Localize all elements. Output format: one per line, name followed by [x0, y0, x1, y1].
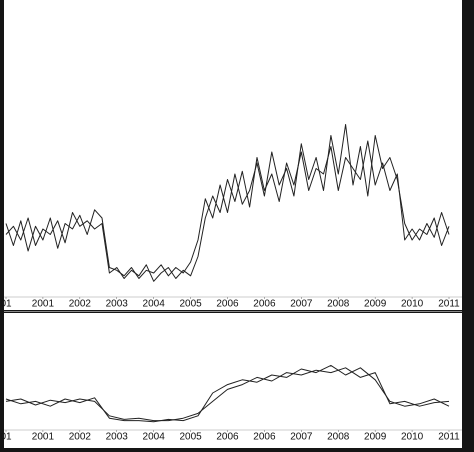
- series-line: [5, 140, 450, 282]
- series-line: [5, 124, 450, 279]
- x-tick-label: 2001: [32, 432, 55, 443]
- x-tick-label: 2001: [32, 299, 55, 310]
- x-tick-label: 2010: [401, 299, 424, 310]
- x-tick-label: 2005: [179, 432, 202, 443]
- x-tick-label: 2004: [143, 432, 166, 443]
- x-tick-label: 2006: [216, 432, 239, 443]
- bottom-panel: [4, 313, 462, 448]
- x-tick-label: 2006: [253, 299, 276, 310]
- x-tick-label: 2006: [216, 299, 239, 310]
- x-tick-label: 2005: [179, 299, 202, 310]
- x-tick-label: 2008: [327, 432, 350, 443]
- x-tick-label: 2011: [438, 432, 460, 443]
- x-tick-label: 2004: [143, 299, 166, 310]
- x-tick-label: 2002: [69, 299, 92, 310]
- x-tick-label: 01: [0, 299, 12, 310]
- x-tick-label: 2003: [106, 299, 129, 310]
- x-tick-label: 2003: [106, 432, 129, 443]
- x-tick-label: 2007: [290, 299, 313, 310]
- x-tick-label: 2006: [253, 432, 276, 443]
- x-tick-label: 2007: [290, 432, 313, 443]
- x-tick-label: 2011: [438, 299, 460, 310]
- series-line: [5, 364, 450, 423]
- series-line: [5, 367, 450, 422]
- x-tick-label: 2010: [401, 432, 424, 443]
- top-panel: [4, 0, 462, 310]
- x-tick-label: 2009: [364, 299, 387, 310]
- x-tick-label: 2009: [364, 432, 387, 443]
- x-tick-label: 2002: [69, 432, 92, 443]
- x-tick-label: 2008: [327, 299, 350, 310]
- x-tick-label: 01: [0, 432, 12, 443]
